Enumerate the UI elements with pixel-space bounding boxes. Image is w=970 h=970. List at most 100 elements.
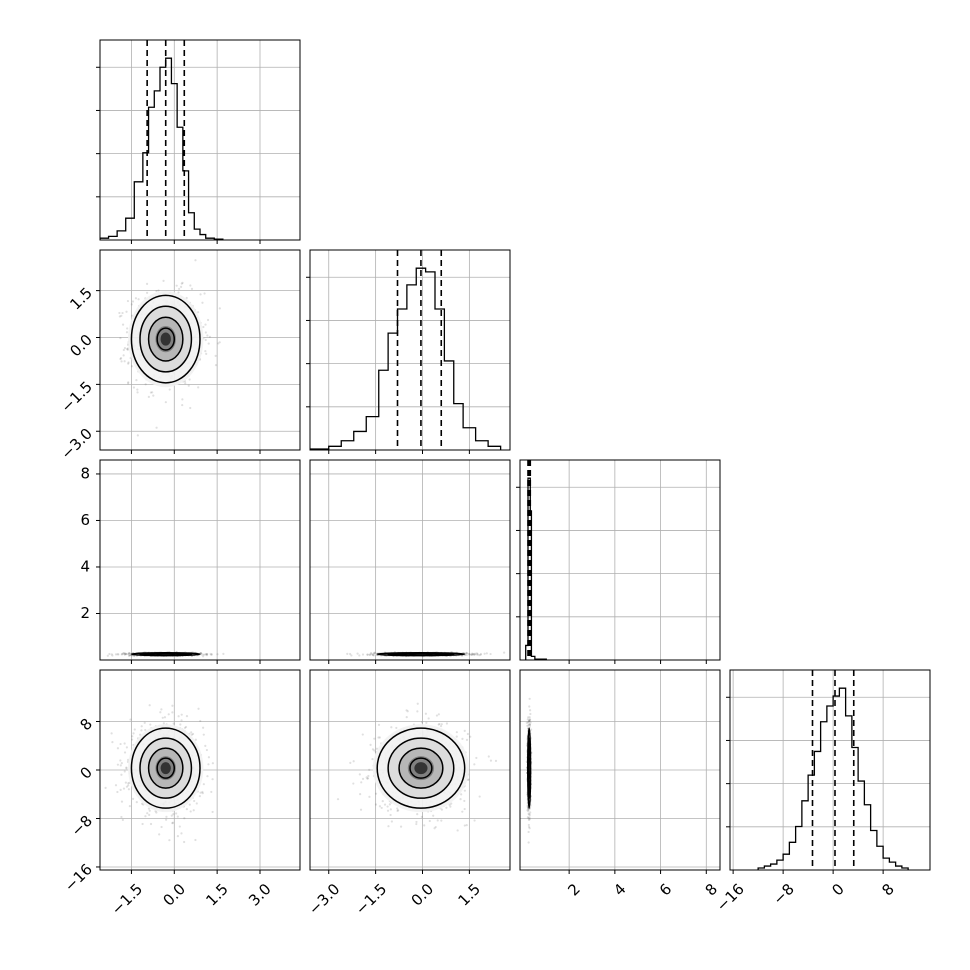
scatter-point — [168, 839, 171, 842]
scatter-point — [205, 653, 208, 656]
x-tick-label: 1.5 — [202, 880, 232, 910]
scatter-point — [181, 403, 184, 407]
scatter-point — [211, 762, 214, 765]
y-tick-label: 6 — [80, 511, 90, 529]
scatter-point — [144, 383, 147, 386]
scatter-point — [406, 710, 409, 713]
scatter-point — [214, 354, 217, 357]
scatter-point — [127, 651, 130, 655]
scatter-point — [489, 652, 492, 656]
y-tick-label: 1.5 — [66, 284, 96, 314]
scatter-point — [155, 289, 158, 293]
y-tick-label: 4 — [80, 557, 90, 575]
scatter-point — [137, 298, 140, 301]
scatter-point — [367, 774, 370, 778]
scatter-point — [527, 817, 530, 820]
scatter-point — [478, 654, 481, 657]
panel-1-1 — [306, 249, 511, 454]
scatter-point — [177, 715, 180, 718]
scatter-point — [390, 726, 393, 729]
scatter-point — [148, 809, 151, 812]
scatter-point — [371, 653, 375, 656]
density-level — [414, 762, 428, 775]
scatter-point — [206, 775, 209, 778]
scatter-point — [162, 279, 165, 282]
scatter-point — [216, 653, 219, 656]
scatter-point — [140, 729, 143, 732]
scatter-point — [389, 808, 392, 811]
scatter-point — [373, 737, 376, 740]
scatter-point — [383, 803, 387, 806]
scatter-point — [369, 653, 372, 656]
scatter-point — [163, 716, 167, 719]
scatter-point — [352, 760, 355, 763]
scatter-point — [416, 702, 419, 705]
scatter-point — [527, 825, 531, 829]
scatter-point — [189, 406, 192, 410]
scatter-point — [463, 729, 466, 732]
scatter-point — [359, 808, 363, 811]
panel-content — [310, 670, 510, 870]
scatter-point — [483, 652, 486, 655]
scatter-point — [132, 386, 136, 389]
panel-3-0: −16−808−1.5 0.0 1.5 3.0 — [61, 669, 301, 919]
scatter-point — [463, 789, 466, 792]
panel-content — [92, 250, 300, 450]
scatter-point — [180, 832, 183, 835]
contour-0 — [409, 757, 433, 779]
scatter-point — [120, 800, 124, 803]
panel-frame — [99, 669, 301, 871]
scatter-point — [122, 348, 125, 352]
panel-content — [100, 40, 300, 240]
scatter-point — [205, 653, 209, 656]
panel-content — [520, 670, 720, 870]
scatter-point — [469, 735, 472, 738]
scatter-point — [378, 805, 382, 808]
scatter-point — [148, 704, 151, 707]
scatter-point — [122, 354, 125, 357]
scatter-point — [122, 787, 126, 790]
scatter-point — [432, 814, 435, 817]
scatter-point — [210, 790, 213, 794]
scatter-point — [121, 818, 124, 822]
scatter-point — [470, 653, 473, 656]
y-tick-label: −1.5 — [58, 378, 96, 416]
scatter-point — [130, 365, 134, 368]
scatter-point — [218, 307, 221, 310]
scatter-point — [472, 652, 475, 656]
scatter-point — [126, 348, 129, 351]
scatter-point — [124, 781, 127, 784]
scatter-point — [183, 840, 186, 844]
scatter-point — [151, 391, 154, 394]
scatter-point — [111, 740, 114, 744]
scatter-point — [204, 744, 207, 748]
scatter-point — [152, 394, 155, 397]
scatter-point — [397, 809, 400, 812]
scatter-point — [92, 327, 94, 329]
scatter-point — [122, 652, 125, 655]
scatter-point — [123, 770, 126, 773]
scatter-point — [118, 315, 121, 318]
density-level — [160, 332, 171, 346]
scatter-point — [158, 833, 161, 836]
scatter-point — [159, 711, 162, 714]
scatter-point — [123, 347, 127, 350]
scatter-point — [463, 824, 466, 827]
scatter-point — [463, 807, 466, 811]
scatter-point — [350, 654, 353, 657]
contour-1 — [147, 316, 184, 362]
scatter-point — [415, 822, 418, 826]
scatter-point — [479, 652, 483, 656]
scatter-point — [165, 815, 168, 818]
scatter-point — [120, 762, 123, 765]
scatter-point — [135, 379, 138, 382]
scatter-point — [527, 823, 530, 827]
scatter-point — [178, 825, 181, 828]
scatter-point — [210, 653, 213, 656]
scatter-point — [131, 300, 135, 303]
scatter-point — [155, 811, 158, 814]
scatter-point — [108, 652, 111, 656]
scatter-point — [180, 713, 183, 716]
scatter-point — [167, 713, 170, 716]
